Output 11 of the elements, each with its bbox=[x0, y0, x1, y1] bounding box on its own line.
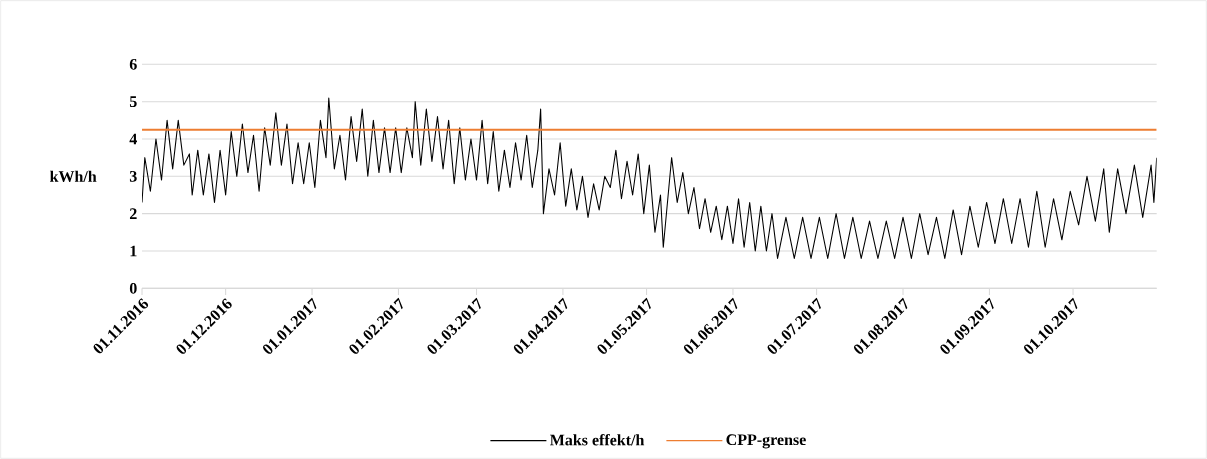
legend-label: CPP-grense bbox=[726, 434, 806, 449]
y-tick-label: 5 bbox=[129, 96, 137, 107]
y-tick-label: 3 bbox=[129, 170, 137, 182]
y-tick-label: 0 bbox=[129, 282, 137, 294]
legend-label: Maks effekt/h bbox=[550, 434, 645, 446]
y-tick-label: 2 bbox=[129, 208, 137, 219]
y-tick-label: 4 bbox=[129, 133, 137, 145]
y-axis-title: kWh/h bbox=[49, 170, 97, 182]
y-tick-label: 6 bbox=[129, 58, 137, 70]
line-series bbox=[142, 97, 1157, 259]
y-tick-label: 1 bbox=[130, 245, 137, 257]
